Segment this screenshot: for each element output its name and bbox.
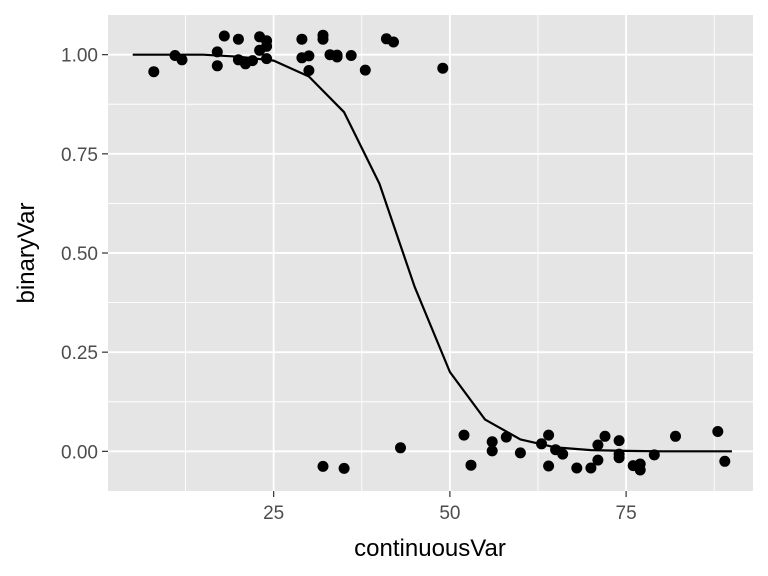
y-axis-ticks: 0.00 0.25 0.50 0.75 1.00 (61, 46, 108, 463)
data-point (712, 426, 724, 437)
data-point (571, 462, 583, 474)
x-tick-label: 50 (439, 503, 460, 524)
data-point (317, 460, 329, 472)
data-point (543, 460, 555, 472)
data-point (211, 60, 223, 72)
data-point (458, 429, 470, 441)
data-point (592, 439, 604, 451)
data-point (437, 62, 449, 74)
data-point (599, 430, 611, 442)
data-point (388, 36, 399, 48)
data-point (719, 455, 731, 467)
x-tick-label: 75 (616, 503, 637, 524)
x-axis-ticks: 25 50 75 (263, 491, 637, 524)
data-point (634, 464, 646, 476)
major-gridlines (108, 15, 753, 491)
y-axis-title: binaryVar (13, 203, 40, 304)
x-axis-title: continuousVar (354, 535, 506, 562)
data-point (211, 46, 223, 58)
data-point (648, 449, 660, 461)
data-point (500, 431, 512, 443)
data-point (592, 454, 604, 466)
y-tick-label: 0.00 (61, 442, 98, 463)
data-point (465, 459, 477, 471)
data-point (486, 445, 498, 457)
data-point (338, 462, 350, 474)
y-tick-label: 1.00 (61, 46, 98, 67)
data-point (345, 50, 357, 61)
data-point (261, 40, 273, 52)
data-point (486, 436, 498, 448)
fitted-logistic-curve (132, 53, 732, 453)
y-tick-label: 0.75 (61, 145, 98, 166)
data-point (303, 50, 315, 62)
data-point (613, 435, 625, 447)
data-point (331, 49, 343, 61)
data-point (218, 30, 230, 42)
data-point (247, 55, 258, 67)
data-point (148, 66, 160, 78)
scatter-points-layer (148, 29, 731, 476)
data-point (585, 462, 597, 474)
data-point (670, 430, 681, 442)
data-point (303, 65, 315, 76)
y-tick-label: 0.25 (61, 343, 98, 364)
data-point (514, 447, 526, 459)
data-point (261, 53, 273, 65)
data-point (359, 64, 371, 76)
data-point (395, 442, 406, 454)
data-point (543, 429, 555, 441)
data-point (557, 448, 569, 460)
x-tick-label: 25 (263, 503, 284, 524)
data-point (176, 54, 188, 66)
data-point (296, 33, 308, 45)
fitted-curve-layer (132, 53, 732, 453)
data-point (613, 452, 625, 464)
y-tick-label: 0.50 (61, 244, 98, 265)
data-point (536, 438, 547, 450)
data-point (317, 33, 329, 45)
data-point (232, 33, 244, 45)
